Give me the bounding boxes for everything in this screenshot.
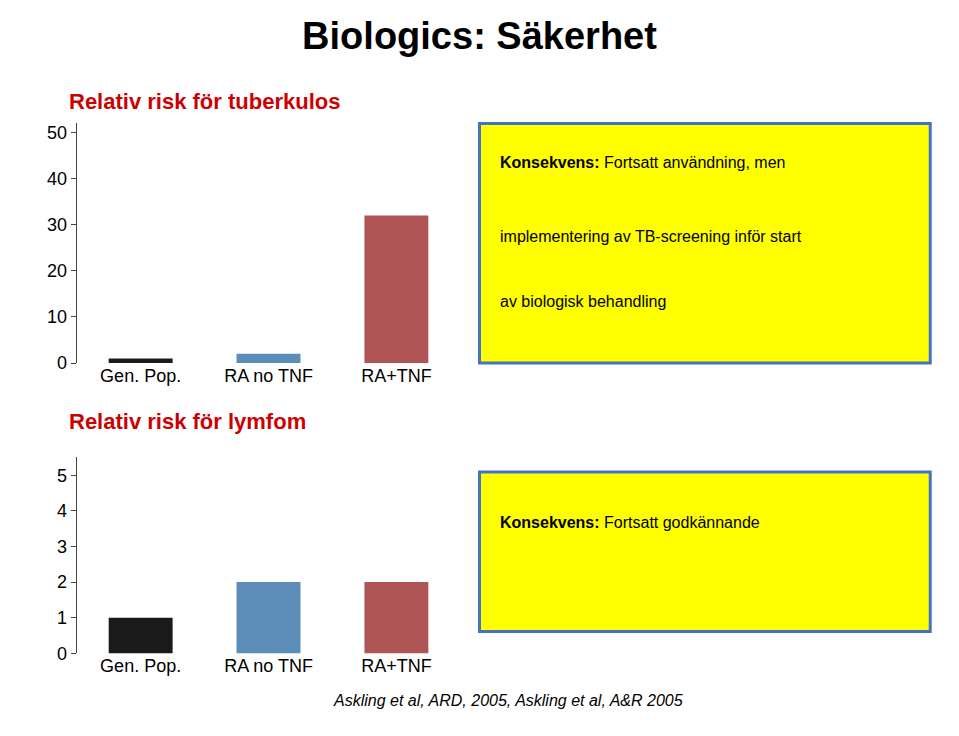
svg-text:3: 3 [57, 537, 67, 557]
svg-text:Relativ risk för lymfom: Relativ risk för lymfom [69, 409, 306, 434]
svg-text:40: 40 [47, 169, 67, 189]
svg-text:4: 4 [57, 501, 67, 521]
svg-text:0: 0 [57, 644, 67, 664]
svg-text:av biologisk behandling: av biologisk behandling [500, 293, 666, 310]
svg-text:30: 30 [47, 215, 67, 235]
svg-text:Gen. Pop.: Gen. Pop. [100, 366, 181, 386]
svg-text:RA+TNF: RA+TNF [361, 656, 432, 676]
svg-text:RA+TNF: RA+TNF [361, 366, 432, 386]
svg-text:Biologics: Säkerhet: Biologics: Säkerhet [302, 15, 657, 57]
svg-text:RA no TNF: RA no TNF [224, 366, 313, 386]
svg-text:2: 2 [57, 572, 67, 592]
svg-text:Konsekvens: Fortsatt godkännan: Konsekvens: Fortsatt godkännande [500, 514, 760, 531]
svg-text:10: 10 [47, 307, 67, 327]
svg-text:50: 50 [47, 123, 67, 143]
svg-text:Askling et al, ARD, 2005, Askl: Askling et al, ARD, 2005, Askling et al,… [333, 692, 683, 709]
svg-text:Gen. Pop.: Gen. Pop. [100, 656, 181, 676]
svg-text:1: 1 [57, 608, 67, 628]
svg-text:implementering av TB-screening: implementering av TB-screening inför sta… [500, 228, 802, 245]
svg-text:5: 5 [57, 466, 67, 486]
svg-text:20: 20 [47, 261, 67, 281]
svg-text:Konsekvens: Fortsatt användnin: Konsekvens: Fortsatt användning, men [500, 154, 785, 171]
svg-text:Relativ risk för tuberkulos: Relativ risk för tuberkulos [69, 89, 340, 114]
svg-text:0: 0 [57, 353, 67, 373]
svg-text:RA no TNF: RA no TNF [224, 656, 313, 676]
